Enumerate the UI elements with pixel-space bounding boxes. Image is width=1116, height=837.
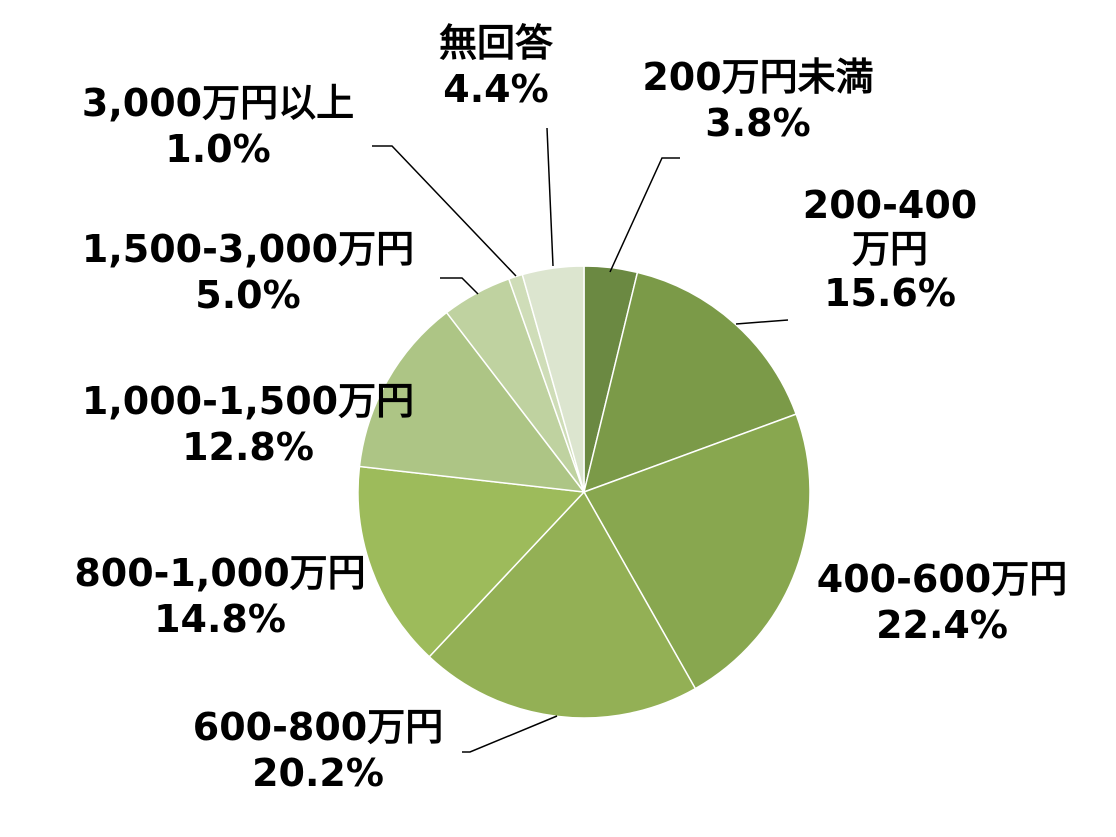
slice-value-label: 3.8%: [705, 101, 810, 145]
slice-category-label: 400-600万円: [817, 557, 1067, 601]
slice-category-label: 1,000-1,500万円: [82, 379, 414, 423]
leader-line-9: [546, 127, 554, 267]
slice-category-label: 3,000万円以上: [82, 81, 354, 125]
leader-lines: [372, 127, 789, 753]
slice-value-label: 14.8%: [154, 597, 286, 641]
slice-value-label: 15.6%: [824, 271, 956, 315]
slice-value-label: 1.0%: [165, 127, 270, 171]
pie-slice-9: [521, 265, 585, 493]
leader-line-1: [609, 157, 680, 273]
slice-value-label: 12.8%: [182, 425, 314, 469]
leader-line-4: [462, 715, 558, 753]
slice-category-label: 万円: [852, 227, 928, 271]
leader-line-8: [372, 145, 517, 277]
slice-category-label: 1,500-3,000万円: [82, 227, 414, 271]
pie-slice-5: [357, 465, 586, 658]
slice-value-label: 20.2%: [252, 751, 384, 795]
slice-category-label: 200-400: [803, 183, 977, 227]
pie-slices: [357, 265, 811, 719]
leader-line-7: [440, 277, 479, 295]
slice-category-label: 600-800万円: [193, 705, 443, 749]
pie-slice-3: [582, 413, 811, 690]
pie-slice-6: [358, 311, 586, 493]
slice-category-label: 800-1,000万円: [74, 551, 365, 595]
pie-slice-2: [582, 271, 798, 494]
slice-value-label: 4.4%: [443, 67, 548, 111]
slice-category-label: 200万円未満: [642, 55, 873, 99]
leader-line-2: [735, 319, 789, 325]
slice-value-label: 5.0%: [195, 273, 300, 317]
slice-category-label: 無回答: [439, 21, 554, 65]
slice-value-label: 22.4%: [876, 603, 1008, 647]
